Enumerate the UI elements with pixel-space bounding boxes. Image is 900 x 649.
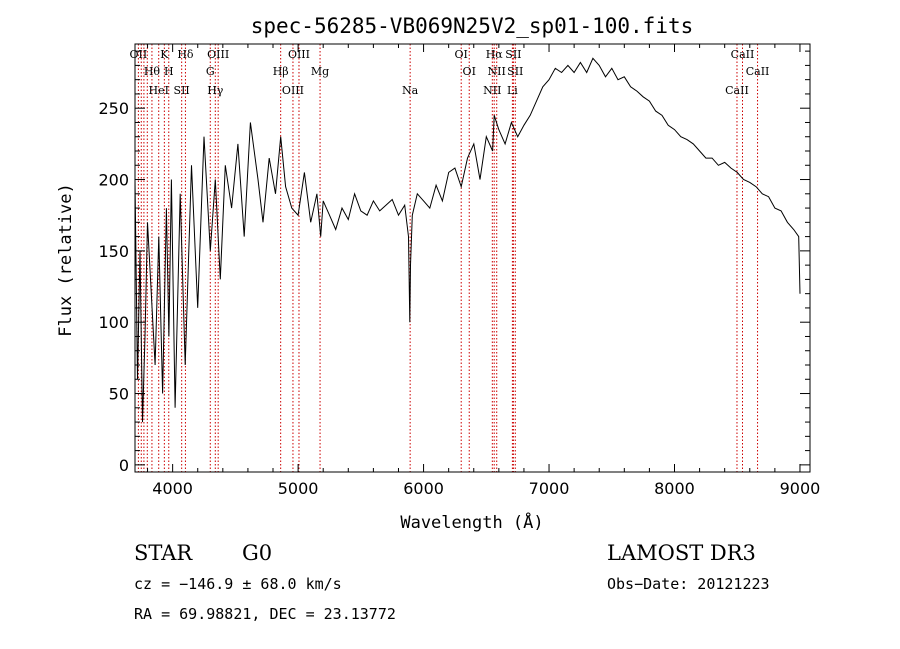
spectral-line-label: SII — [505, 48, 521, 61]
spectral-line-label: SII — [507, 65, 523, 78]
spectral-line-label: CaII — [746, 65, 770, 78]
spectral-line-label: K — [160, 48, 169, 61]
spectral-line-label: Hδ — [177, 48, 194, 61]
x-axis-ticks: 4000 5000 6000 7000 8000 9000 — [147, 44, 821, 498]
spectral-line-label: OIII — [288, 48, 310, 61]
y-axis-ticks: 0 50 100 150 200 250 — [98, 50, 810, 475]
ra-dec-readout: RA = 69.98821, DEC = 23.13772 — [134, 605, 396, 623]
spectral-line-label: OIII — [207, 48, 229, 61]
spectral-line-label: Na — [402, 84, 419, 97]
object-subclass: G0 — [242, 541, 272, 565]
spectral-line-label: G — [206, 65, 215, 78]
spectrum-line — [134, 57, 801, 423]
obs-date: Obs−Date: 20121223 — [607, 575, 770, 593]
x-tick-label: 8000 — [654, 479, 695, 498]
spectral-line-label: NII — [488, 65, 506, 78]
spectral-line-label: CaII — [731, 48, 755, 61]
spectral-line-labels: OIIHθHeIKHSIIHδGHγOIIIHβOIIIOIIIMgNaOIOI… — [130, 48, 770, 97]
spectral-line-label: OI — [455, 48, 468, 61]
x-tick-label: 5000 — [278, 479, 319, 498]
spectral-line-label: CaII — [725, 84, 749, 97]
survey-name: LAMOST DR3 — [607, 541, 756, 565]
spectral-line-label: SII — [174, 84, 190, 97]
x-tick-label: 4000 — [152, 479, 193, 498]
spectral-line-markers — [137, 44, 759, 472]
y-tick-label: 200 — [98, 171, 129, 190]
chart-title: spec-56285-VB069N25V2_sp01-100.fits — [251, 14, 694, 38]
y-tick-label: 250 — [98, 99, 129, 118]
redshift-readout: cz = −146.9 ± 68.0 km/s — [134, 575, 342, 593]
spectral-line-label: Hγ — [207, 84, 224, 97]
spectral-line-label: OIII — [282, 84, 304, 97]
spectral-line-label: OI — [463, 65, 476, 78]
x-axis-title: Wavelength (Å) — [400, 511, 543, 533]
plot-frame — [134, 43, 811, 473]
object-class: STAR — [134, 541, 193, 565]
spectral-line-label: Mg — [311, 65, 329, 78]
y-tick-label: 100 — [98, 313, 129, 332]
spectral-line-label: H — [164, 65, 174, 78]
x-tick-label: 9000 — [780, 479, 821, 498]
spectral-line-label: NII — [483, 84, 501, 97]
x-tick-label: 7000 — [529, 479, 570, 498]
y-axis-title: Flux (relative) — [56, 183, 76, 337]
spectral-line-label: Hβ — [273, 65, 289, 78]
y-tick-label: 150 — [98, 242, 129, 261]
spectral-line-label: Hα — [486, 48, 504, 61]
x-tick-label: 6000 — [403, 479, 444, 498]
spectral-line-label: OII — [130, 48, 148, 61]
y-tick-label: 0 — [119, 456, 129, 475]
spectral-line-label: HeI — [148, 84, 168, 97]
spectral-line-label: Hθ — [144, 65, 161, 78]
y-tick-label: 50 — [109, 385, 129, 404]
spectral-line-label: Li — [507, 84, 518, 97]
